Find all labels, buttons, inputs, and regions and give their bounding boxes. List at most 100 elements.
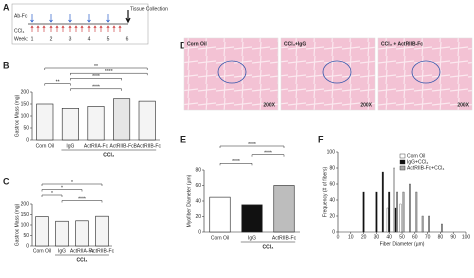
ccl4-label: CCl₄ [14, 28, 24, 34]
x-tick-label: 10 [348, 234, 354, 240]
bar [386, 207, 389, 233]
x-tick-label: 40 [386, 234, 392, 240]
x-tick-label: IgG [248, 235, 256, 241]
image-label: CCl₄ + ActRIIB-Fc [381, 41, 423, 47]
histology-image [377, 37, 473, 111]
sig-label: **** [232, 159, 240, 165]
sig-label: **** [92, 85, 100, 91]
bar [393, 167, 396, 233]
ccl4-arrow [118, 25, 122, 32]
x-tick-label: 20 [361, 234, 367, 240]
legend-swatch [399, 159, 406, 165]
panel-letter: B [3, 60, 10, 70]
y-axis-label: Gastroc Mass (mg) [14, 203, 20, 246]
ccl4-arrow [74, 25, 78, 32]
end-arrow [125, 10, 131, 24]
sig-label: **** [78, 196, 86, 202]
x-tick-label: 30 [374, 234, 380, 240]
x-tick-label: IgG [58, 248, 66, 254]
bar [75, 220, 89, 247]
sig-label: * [51, 191, 53, 197]
x-tick-label: ActRIIA-Fc [84, 143, 109, 149]
sig-bracket [70, 88, 122, 91]
ccl4-arrow [42, 25, 46, 32]
ab-arrow [68, 14, 72, 23]
sig-label: ** [94, 64, 98, 70]
roi-circle [322, 60, 352, 84]
image-label: Corn Oil [187, 41, 207, 47]
sig-bracket [44, 67, 148, 70]
y-tick-label: 200 [21, 201, 30, 207]
ccl4-arrow [61, 25, 65, 32]
y-tick-label: 60 [329, 181, 335, 187]
x-tick-label: ActRIIB-Fc [90, 248, 115, 254]
y-tick-label: 50 [23, 233, 29, 239]
sig-bracket [61, 200, 103, 203]
panel-letter: D [180, 40, 187, 50]
sig-bracket [44, 83, 71, 86]
x-tick-label: 90 [450, 234, 456, 240]
y-tick-label: 80 [195, 167, 201, 173]
magnification: 200X [457, 102, 469, 108]
y-tick-label: 0 [332, 229, 335, 235]
y-tick-label: 20 [329, 213, 335, 219]
y-tick-label: 40 [195, 198, 201, 204]
bar [138, 100, 156, 141]
magnification: 200X [360, 102, 372, 108]
x-tick-label: BActRIIB-Fc [133, 143, 161, 149]
y-tick-label: 100 [327, 149, 336, 155]
x-tick-label: 80 [438, 234, 444, 240]
ccl4-arrow [55, 25, 59, 32]
y-tick-label: 20 [195, 214, 201, 220]
week-number: 2 [50, 36, 53, 42]
ccl4-arrow [106, 25, 110, 32]
ccl4-arrow [68, 25, 72, 32]
y-tick-label: 150 [21, 101, 30, 107]
bar [421, 215, 424, 233]
bar [36, 103, 54, 141]
bar [61, 108, 79, 141]
bar [273, 185, 295, 233]
group-label: CCl₄ [77, 257, 89, 263]
bar [362, 191, 365, 233]
week-label: Week: [14, 36, 28, 42]
y-axis-label: Frequency (# of fibers) [322, 167, 328, 218]
group-label: CCl₄ [103, 152, 115, 158]
x-tick-label: IgG [66, 143, 74, 149]
bar [396, 191, 399, 233]
x-tick-label: ActRIIB-Fc [272, 235, 297, 241]
histology-image [183, 37, 279, 111]
x-tick-label: 100 [462, 234, 471, 240]
bar [95, 215, 109, 247]
histology-image [280, 37, 376, 111]
x-tick-label: 0 [337, 234, 340, 240]
bar [381, 171, 384, 233]
sig-label: ** [56, 79, 60, 85]
ccl4-arrow [49, 25, 53, 32]
panel-letter: C [3, 176, 10, 186]
bar [209, 196, 231, 233]
x-tick-label: Corn Oil [36, 143, 54, 149]
y-tick-label: 0 [26, 243, 29, 249]
x-tick-label: Corn Oil [33, 248, 51, 254]
y-tick-label: 60 [195, 183, 201, 189]
ccl4-arrow [36, 25, 40, 32]
sig-label: **** [248, 142, 256, 148]
bar [440, 223, 443, 233]
legend-label: IgG+CCl₄ [407, 159, 428, 165]
y-axis-label: Myofiber Diameter (µm) [186, 174, 192, 227]
panel-letter: A [3, 2, 10, 12]
x-tick-label: ActRIIA-Fc [70, 248, 95, 254]
bar [35, 216, 49, 247]
end-label: Tissue Collection [130, 6, 168, 12]
magnification: 200X [263, 102, 275, 108]
ccl4-arrow [112, 25, 116, 32]
x-tick-label: 70 [425, 234, 431, 240]
week-number: 5 [107, 36, 110, 42]
bar [113, 98, 131, 141]
legend-swatch [399, 165, 406, 171]
week-number: 6 [126, 36, 129, 42]
x-tick-label: 50 [399, 234, 405, 240]
bar [402, 191, 405, 233]
